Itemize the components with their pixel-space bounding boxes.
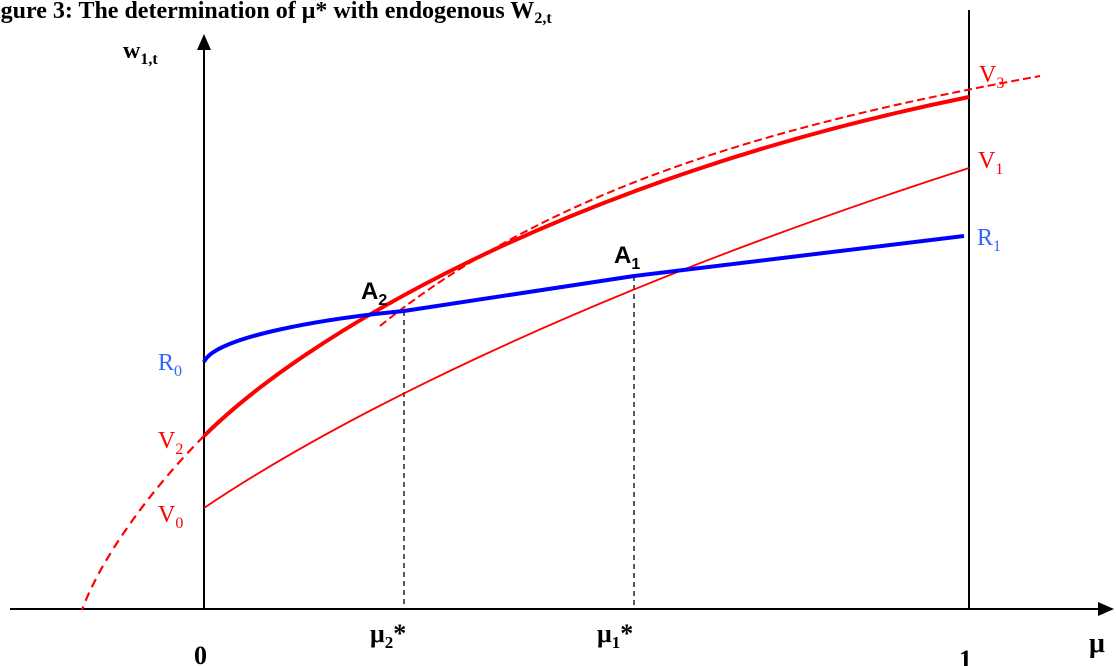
curve-v2-dashed-extension [80,435,205,611]
x-axis-arrowhead [1098,602,1114,616]
label-a2: A2 [361,278,387,309]
y-axis-arrowhead [197,34,211,50]
tick-label-zero: 0 [194,641,207,666]
x-axis-label: μ [1089,628,1105,659]
y-axis-label: w1,t [123,38,158,68]
label-r1: R1 [977,225,1001,255]
label-v0: V0 [158,502,183,532]
tick-label-mu2-star: μ2* [370,619,406,652]
label-r0: R0 [158,350,182,380]
label-a1: A1 [614,242,640,273]
label-v3: V3 [979,62,1004,92]
label-v2: V2 [158,428,183,458]
tick-label-one: 1 [959,645,972,666]
curve-v2 [202,95,970,438]
curve-r0-r1 [202,234,965,364]
figure-caption: igure 3: The determination of μ* with en… [0,0,552,27]
curve-v0-v1 [203,167,970,509]
tick-label-mu1-star: μ1* [597,619,633,652]
curve-v3-dashed [379,75,1041,327]
label-v1: V1 [978,148,1003,178]
